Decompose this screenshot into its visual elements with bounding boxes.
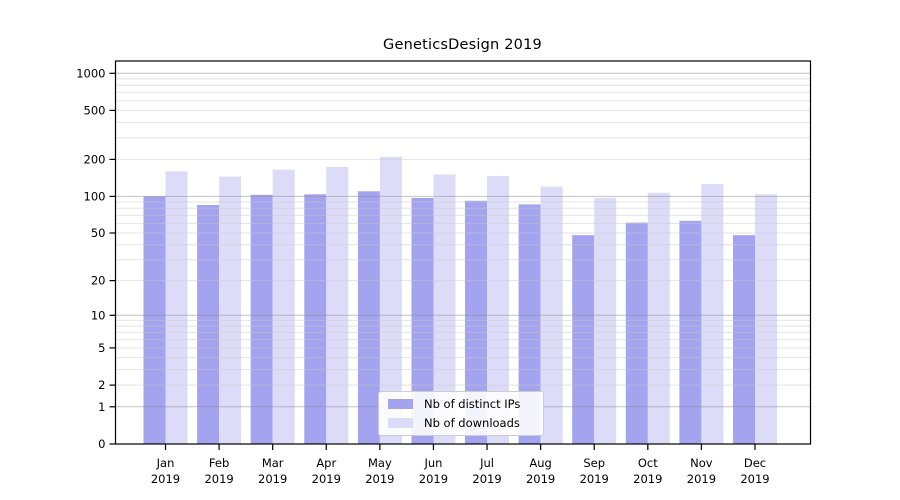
bar-distinct-ips	[518, 204, 541, 444]
y-tick-label: 1000	[76, 66, 105, 80]
legend-item-distinct-ips: Nb of distinct IPs	[388, 397, 534, 411]
legend-label-downloads: Nb of downloads	[424, 416, 520, 430]
legend-label-distinct-ips: Nb of distinct IPs	[424, 397, 521, 411]
x-tick-label-year: 2019	[687, 472, 716, 486]
bar-downloads	[219, 176, 242, 444]
x-tick-label-month: Jul	[479, 456, 494, 470]
y-tick-label: 5	[98, 341, 105, 355]
bar-downloads	[272, 169, 295, 444]
x-tick-label-month: May	[368, 456, 392, 470]
y-tick-label: 100	[84, 189, 106, 203]
bar-downloads	[379, 156, 402, 445]
x-tick-label-month: Nov	[690, 456, 713, 470]
y-tick-label: 2	[98, 378, 105, 392]
bar-distinct-ips	[197, 205, 220, 444]
legend-swatch-distinct-ips	[388, 399, 413, 409]
bar-downloads	[487, 175, 509, 444]
x-axis: Jan 2019 Feb 2019 Mar 2019 Apr 2019 May 2019 Jun 20…	[151, 444, 770, 486]
x-tick-label-month: Mar	[262, 456, 284, 470]
x-tick-label-year: 2019	[419, 472, 448, 486]
x-tick-label-year: 2019	[740, 472, 769, 486]
x-tick-label-month: Dec	[744, 456, 766, 470]
x-tick-label-year: 2019	[312, 472, 341, 486]
bar-downloads	[326, 166, 349, 444]
x-tick-label-month: Feb	[209, 456, 229, 470]
bars-group	[143, 156, 777, 445]
plot-frame	[114, 60, 812, 445]
bar-downloads	[165, 171, 188, 445]
y-tick-label: 500	[84, 103, 106, 117]
bar-downloads	[755, 194, 777, 444]
y-tick-label: 10	[91, 308, 106, 322]
x-tick-label-month: Jun	[423, 456, 442, 470]
y-tick-label: 200	[84, 152, 106, 166]
x-tick-label-month: Jan	[156, 456, 175, 470]
chart-title: GeneticsDesign 2019	[383, 37, 542, 53]
legend-item-downloads: Nb of downloads	[388, 416, 534, 430]
x-tick-label-month: Aug	[529, 456, 551, 470]
x-tick-label-month: Oct	[638, 456, 658, 470]
x-tick-label-month: Sep	[583, 456, 605, 470]
y-tick-label: 50	[91, 226, 106, 240]
x-tick-label-year: 2019	[365, 472, 394, 486]
gridlines-group	[115, 72, 811, 408]
bar-distinct-ips	[304, 194, 327, 444]
bar-distinct-ips	[625, 222, 648, 444]
x-tick-label-year: 2019	[633, 472, 662, 486]
bar-downloads	[647, 192, 670, 444]
legend-swatch-downloads	[388, 418, 413, 428]
x-tick-label-year: 2019	[472, 472, 501, 486]
bar-distinct-ips	[465, 200, 487, 444]
x-tick-label-year: 2019	[580, 472, 609, 486]
legend: Nb of distinct IPs Nb of downloads	[378, 391, 544, 436]
y-tick-label: 20	[91, 274, 106, 288]
bar-downloads	[433, 174, 456, 444]
y-tick-label: 1	[98, 400, 105, 414]
x-tick-label-year: 2019	[204, 472, 233, 486]
bar-downloads	[701, 184, 724, 444]
bar-distinct-ips	[250, 194, 273, 444]
y-tick-label: 0	[98, 437, 105, 451]
x-tick-label-year: 2019	[258, 472, 287, 486]
x-tick-label-year: 2019	[526, 472, 555, 486]
x-tick-label-month: Apr	[316, 456, 336, 470]
bar-distinct-ips	[357, 191, 380, 444]
x-tick-label-year: 2019	[151, 472, 180, 486]
